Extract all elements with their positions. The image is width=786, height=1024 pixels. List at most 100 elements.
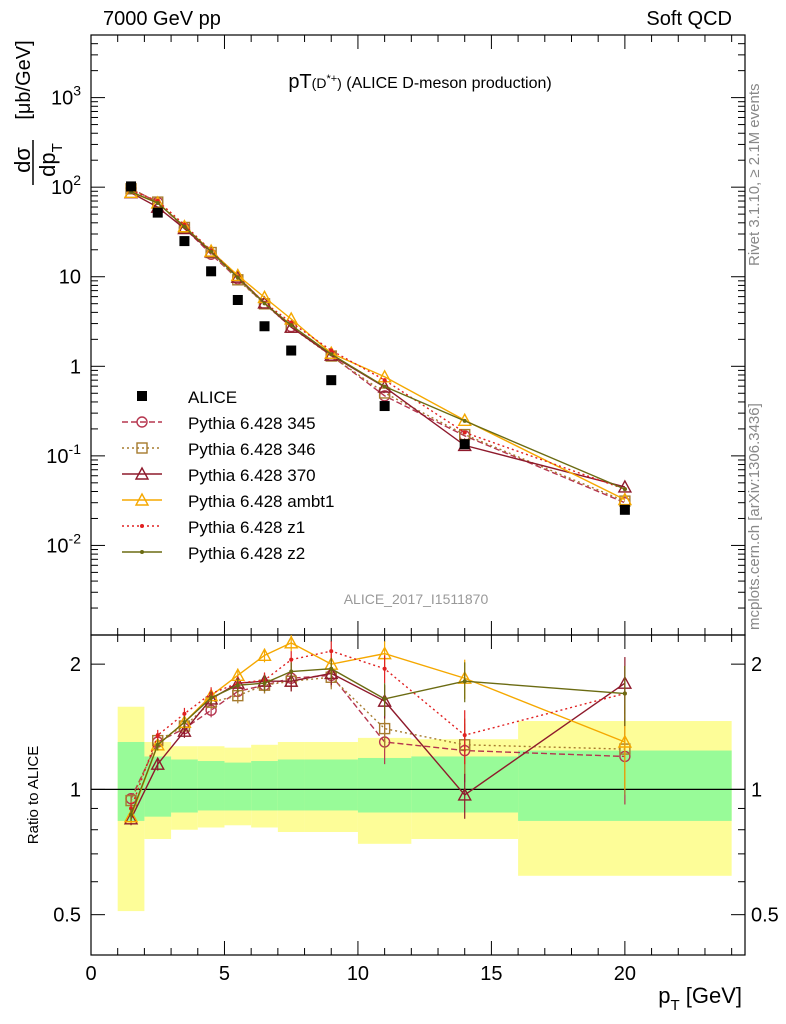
data-point <box>259 321 270 332</box>
band-stat <box>197 761 225 811</box>
series-point <box>177 219 192 233</box>
band-stat <box>251 761 278 811</box>
y-tick-label: 103 <box>51 83 81 110</box>
series-point <box>382 384 387 389</box>
series-point <box>617 479 633 493</box>
band-stat <box>224 762 252 811</box>
series-point <box>329 649 334 654</box>
legend-label: ALICE <box>188 388 237 407</box>
series-point <box>329 348 334 353</box>
series-point <box>622 691 627 696</box>
y-axis-label: dσ dpT [μb/GeV] <box>10 40 66 185</box>
legend-label: Pythia 6.428 ambt1 <box>188 492 334 511</box>
series-point <box>617 492 633 506</box>
series-point <box>123 811 139 825</box>
series-point <box>129 812 134 817</box>
x-tick-label: 10 <box>347 963 369 985</box>
band-stat <box>171 759 198 813</box>
series-point <box>462 418 467 423</box>
band-stat <box>357 757 412 813</box>
y-axis-numerator: dσ <box>10 147 35 173</box>
series-point <box>382 378 387 383</box>
series-pythia-6-428-z2 <box>129 189 627 821</box>
series-point <box>230 269 245 283</box>
series-point <box>622 487 627 492</box>
data-point <box>126 181 137 192</box>
series-point <box>155 201 160 206</box>
legend-label: Pythia 6.428 346 <box>188 440 316 459</box>
ratio-tick-label: 0.5 <box>751 905 779 927</box>
data-point <box>619 504 630 515</box>
series-point <box>329 666 334 671</box>
series-point <box>329 352 334 357</box>
series-point <box>462 430 467 435</box>
series-point <box>150 756 165 770</box>
series-line <box>130 676 625 801</box>
legend-label: Pythia 6.428 z1 <box>188 518 305 537</box>
series-point <box>134 492 150 506</box>
data-point <box>286 345 297 356</box>
y-axis-denominator: dpT <box>35 143 66 177</box>
y-tick-label: 10 <box>59 267 81 289</box>
series-point <box>262 301 267 306</box>
analysis-watermark: ALICE_2017_I1511870 <box>344 591 489 607</box>
band-stat <box>304 759 358 811</box>
series-point <box>289 323 294 328</box>
x-axis-label: pT [GeV] <box>658 983 742 1014</box>
series-point <box>457 787 472 801</box>
series-point <box>155 733 160 738</box>
y-tick-label: 102 <box>51 172 81 199</box>
data-point <box>152 207 163 218</box>
header-right: Soft QCD <box>646 8 732 30</box>
series-point <box>262 681 267 686</box>
series-point <box>134 466 150 480</box>
data-point <box>206 266 217 277</box>
chart-title: pT(D*+) (ALICE D-meson production) <box>288 71 551 93</box>
series-point <box>182 720 187 725</box>
series-point <box>377 379 392 393</box>
series-point <box>140 524 144 528</box>
series-point <box>209 249 214 254</box>
y-tick-label: 10-2 <box>46 530 81 557</box>
series-point <box>182 711 187 716</box>
series-point <box>257 647 272 662</box>
ratio-tick-label: 1 <box>70 779 81 801</box>
y-tick-label: 1 <box>70 356 81 378</box>
legend-label: Pythia 6.428 345 <box>188 414 316 433</box>
legend: ALICE Pythia 6.428 345 Pythia 6.428 346 Pyt… <box>122 388 334 563</box>
ratio-tick-label: 2 <box>70 654 81 676</box>
series-point <box>182 224 187 229</box>
data-point <box>232 294 243 305</box>
ratio-tick-label: 2 <box>751 654 762 676</box>
data-point <box>459 439 470 450</box>
ratio-axis-label: Ratio to ALICE <box>25 746 42 844</box>
series-point <box>136 416 148 428</box>
series-point <box>140 550 144 554</box>
band-stat <box>277 759 305 811</box>
series-point <box>289 657 294 662</box>
data-point <box>326 375 337 386</box>
series-point <box>462 733 467 738</box>
ratio-frame <box>90 634 746 956</box>
series-point <box>617 734 633 748</box>
series-point <box>123 809 139 823</box>
y-tick-label: 10-1 <box>46 441 81 468</box>
series-point <box>258 298 271 310</box>
x-tick-label: 5 <box>219 963 230 985</box>
series-point <box>462 679 467 684</box>
legend-marker <box>137 391 147 401</box>
legend-label: Pythia 6.428 370 <box>188 466 316 485</box>
x-tick-label: 0 <box>85 963 96 985</box>
ratio-tick-label: 0.5 <box>53 905 81 927</box>
series-point <box>235 683 240 688</box>
series-point <box>177 723 192 737</box>
series-point <box>289 669 294 674</box>
series-point <box>378 722 391 735</box>
series-point <box>284 635 299 649</box>
series-point <box>209 695 214 700</box>
data-point <box>379 401 390 412</box>
x-tick-label: 15 <box>480 963 502 985</box>
series-point <box>382 696 387 701</box>
series-point <box>235 275 240 280</box>
